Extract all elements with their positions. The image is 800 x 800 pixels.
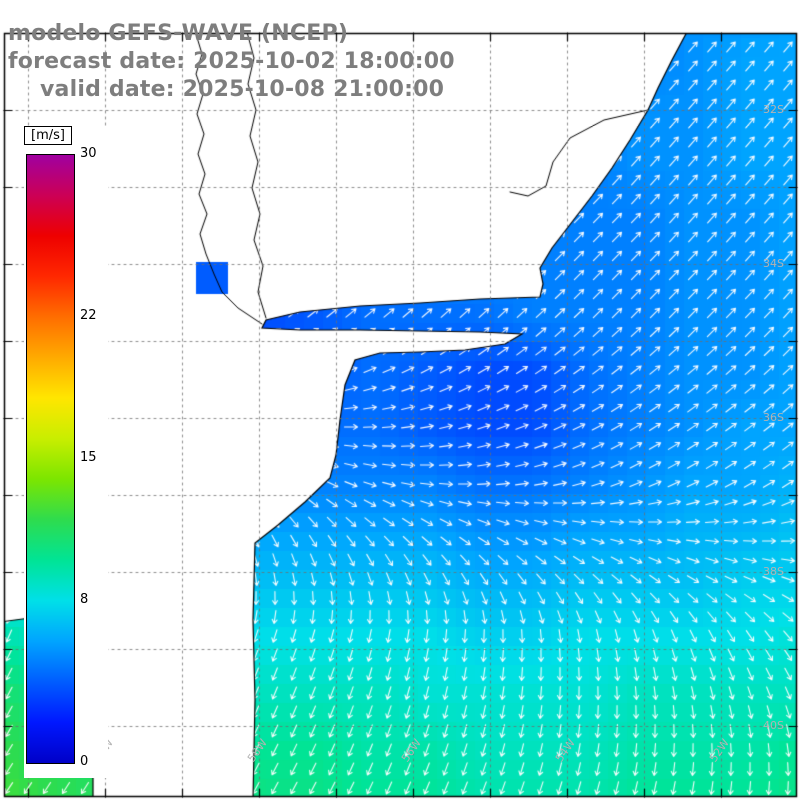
latitude-label: 38S: [763, 565, 784, 578]
model-title: modelo GEFS-WAVE (NCEP): [8, 21, 349, 46]
colorbar: [m/s] 30 22 15 8 0: [24, 126, 108, 778]
colorbar-gradient-bar: [26, 154, 75, 764]
colorbar-tick-label: 15: [80, 450, 97, 465]
latitude-label: 32S: [763, 103, 784, 116]
colorbar-tick-label: 22: [80, 308, 97, 324]
latitude-label: 34S: [763, 257, 784, 270]
latitude-label: 36S: [763, 411, 784, 424]
title-block: modelo GEFS-WAVE (NCEP) forecast date: 2…: [8, 20, 455, 104]
colorbar-tick-label: 0: [80, 754, 89, 769]
colorbar-tick-label: 30: [80, 146, 97, 161]
latitude-label: 40S: [763, 719, 784, 732]
valid-date-line: valid date: 2025-10-08 21:00:00: [40, 77, 445, 102]
colorbar-tick-label: 8: [80, 591, 89, 607]
forecast-date-line: forecast date: 2025-10-02 18:00:00: [8, 49, 455, 74]
colorbar-unit-label: [m/s]: [24, 126, 72, 145]
